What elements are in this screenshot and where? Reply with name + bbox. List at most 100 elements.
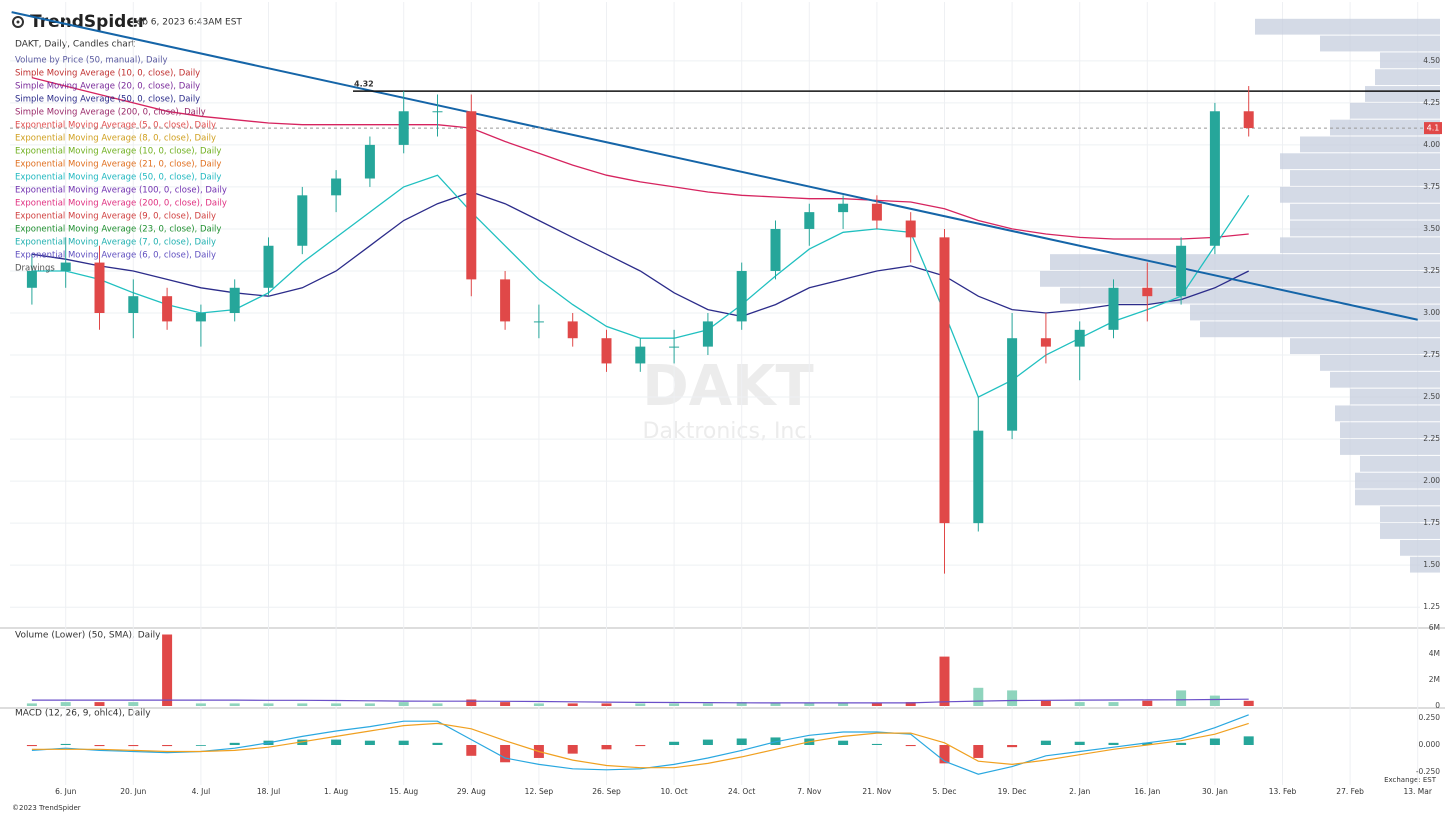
macd-histogram-bar [702,739,713,745]
indicator-label: Simple Moving Average (50, 0, close), Da… [15,95,200,105]
volume-bar [871,703,882,706]
candle-body [263,245,274,288]
volume-profile-bar [1330,371,1440,388]
macd-line [31,714,1249,775]
x-tick-label: 15. Aug [389,787,418,796]
volume-bar [60,702,71,706]
indicator-label: Exponential Moving Average (7, 0, close)… [15,238,216,248]
indicator-label: Exponential Moving Average (5, 0, close)… [15,121,216,131]
volume-profile-bar [1320,35,1440,52]
y-tick-label: 0 [1435,701,1440,710]
volume-profile-bar [1290,170,1440,186]
x-tick-label: 13. Mar [1403,787,1432,796]
indicator-label: Exponential Moving Average (8, 0, close)… [15,134,216,144]
brand: TrendSpider [30,12,147,32]
volume-bar [669,703,680,706]
macd-histogram-bar [838,740,849,745]
macd-histogram-bar [364,740,375,745]
volume-bar [635,703,646,706]
timestamp: Feb 6, 2023 6:43AM EST [132,18,242,28]
volume-profile-bar [1350,102,1440,119]
macd-histogram-bar [973,745,984,758]
volume-bar [804,703,815,706]
volume-profile-bar [1375,69,1440,86]
candle-body [195,313,206,322]
volume-bar [331,703,342,706]
trendline [11,11,1418,321]
candle-body [1040,338,1051,347]
candle-body [94,262,105,313]
x-tick-label: 12. Sep [525,787,554,796]
candle-body [466,111,477,280]
candle-body [229,287,240,313]
volume-profile-bar [1290,203,1440,220]
chart-title: DAKT, Daily, Candles chart [15,40,136,50]
candle-body [973,430,984,524]
indicator-label: Exponential Moving Average (9, 0, close)… [15,212,216,222]
copyright: ©2023 TrendSpider [12,804,81,812]
y-tick-label: 3.50 [1423,224,1440,233]
volume-profile-bar [1290,220,1440,237]
volume-bar [26,703,37,706]
indicator-label: Exponential Moving Average (10, 0, close… [15,147,221,157]
x-tick-label: 29. Aug [457,787,486,796]
x-tick-label: 21. Nov [862,787,892,796]
y-tick-label: -0.250 [1416,767,1440,776]
candle-body [669,346,680,348]
macd-title: MACD (12, 26, 9, ohlc4), Daily [15,709,151,719]
y-tick-label: 2.50 [1423,392,1440,401]
y-tick-label: 1.50 [1423,560,1440,569]
macd-histogram-bar [601,745,612,750]
volume-bar [263,703,274,706]
candle-body [601,338,612,364]
watermark: DAKT [642,354,813,419]
volume-profile-bar [1360,455,1440,472]
volume-bar [128,702,139,706]
macd-histogram-bar [162,745,173,747]
x-tick-label: 4. Jul [192,787,211,796]
candle-body [905,220,916,238]
candle-body [635,346,646,364]
y-tick-label: 2.00 [1423,476,1440,485]
last-price-tag [1424,122,1442,135]
y-tick-label: 4.25 [1423,98,1440,107]
volume-bar [567,703,578,706]
y-tick-label: 3.75 [1423,182,1440,191]
volume-profile-bar [1340,439,1440,455]
volume-profile-bar [1380,523,1440,539]
macd-histogram-bar [1243,736,1254,745]
volume-bar [297,703,308,706]
volume-bar [1176,690,1187,706]
macd-histogram-bar [1209,738,1220,745]
macd-histogram-bar [736,738,747,745]
candle-body [432,111,443,113]
indicator-label: Exponential Moving Average (50, 0, close… [15,173,221,183]
candle-body [60,262,71,271]
candle-body [128,296,139,313]
candle-body [939,237,950,524]
volume-bar [94,702,105,706]
volume-bar [466,699,477,706]
volume-bar [838,703,849,706]
x-tick-label: 1. Aug [324,787,348,796]
volume-profile-bar [1190,304,1440,321]
x-tick-label: 26. Sep [592,787,621,796]
y-tick-label: 3.00 [1423,308,1440,317]
volume-bar [939,656,950,706]
volume-bar [601,703,612,706]
indicator-label: Exponential Moving Average (23, 0, close… [15,225,221,235]
volume-bar [398,702,409,706]
last-price-label: 4.1 [1427,124,1440,133]
macd-histogram-bar [26,745,37,747]
macd-histogram-bar [1007,745,1018,748]
x-tick-label: 19. Dec [998,787,1027,796]
x-tick-label: 30. Jan [1202,787,1228,796]
volume-profile-bar [1320,355,1440,371]
volume-profile-bar [1340,422,1440,439]
volume-profile-bar [1050,254,1440,270]
macd-histogram-bar [466,745,477,756]
x-tick-label: 18. Jul [257,787,280,796]
macd-histogram-bar [500,745,511,763]
volume-bar [1074,702,1085,706]
volume-profile-bar [1350,388,1440,405]
